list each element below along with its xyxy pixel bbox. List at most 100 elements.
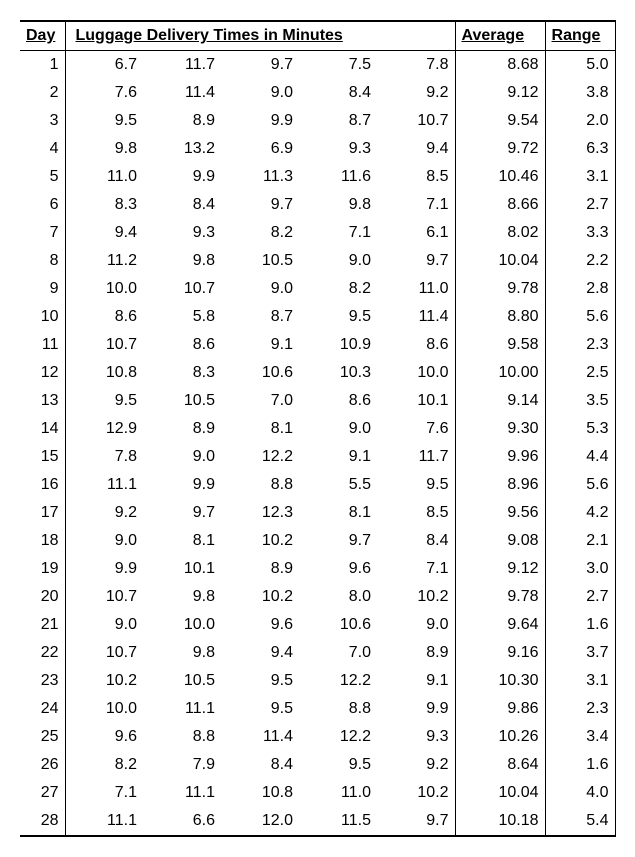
cell-time: 10.8 bbox=[221, 779, 299, 807]
cell-time: 9.1 bbox=[377, 667, 455, 695]
cell-range: 4.4 bbox=[545, 443, 615, 471]
table-row: 139.510.57.08.610.19.143.5 bbox=[20, 387, 615, 415]
cell-day: 24 bbox=[20, 695, 65, 723]
cell-time: 8.9 bbox=[377, 639, 455, 667]
cell-time: 8.4 bbox=[299, 79, 377, 107]
cell-time: 11.1 bbox=[143, 779, 221, 807]
cell-average: 10.04 bbox=[455, 779, 545, 807]
cell-average: 8.66 bbox=[455, 191, 545, 219]
cell-time: 10.2 bbox=[65, 667, 143, 695]
cell-average: 10.30 bbox=[455, 667, 545, 695]
cell-time: 9.0 bbox=[221, 79, 299, 107]
table-row: 68.38.49.79.87.18.662.7 bbox=[20, 191, 615, 219]
cell-time: 9.5 bbox=[65, 387, 143, 415]
cell-time: 9.3 bbox=[143, 219, 221, 247]
cell-time: 8.2 bbox=[299, 275, 377, 303]
cell-time: 9.8 bbox=[299, 191, 377, 219]
cell-range: 2.3 bbox=[545, 695, 615, 723]
cell-average: 10.26 bbox=[455, 723, 545, 751]
cell-range: 5.0 bbox=[545, 51, 615, 80]
cell-time: 6.1 bbox=[377, 219, 455, 247]
cell-range: 2.7 bbox=[545, 583, 615, 611]
cell-time: 8.7 bbox=[221, 303, 299, 331]
table-row: 79.49.38.27.16.18.023.3 bbox=[20, 219, 615, 247]
cell-range: 4.0 bbox=[545, 779, 615, 807]
table-row: 1611.19.98.85.59.58.965.6 bbox=[20, 471, 615, 499]
cell-time: 5.5 bbox=[299, 471, 377, 499]
cell-average: 8.96 bbox=[455, 471, 545, 499]
header-times: Luggage Delivery Times in Minutes bbox=[65, 21, 455, 51]
cell-day: 17 bbox=[20, 499, 65, 527]
cell-range: 2.3 bbox=[545, 331, 615, 359]
cell-day: 23 bbox=[20, 667, 65, 695]
table-row: 1210.88.310.610.310.010.002.5 bbox=[20, 359, 615, 387]
cell-time: 10.7 bbox=[65, 583, 143, 611]
cell-range: 4.2 bbox=[545, 499, 615, 527]
cell-time: 11.4 bbox=[143, 79, 221, 107]
cell-time: 8.6 bbox=[65, 303, 143, 331]
cell-average: 8.68 bbox=[455, 51, 545, 80]
cell-time: 9.1 bbox=[299, 443, 377, 471]
cell-range: 2.5 bbox=[545, 359, 615, 387]
cell-range: 2.7 bbox=[545, 191, 615, 219]
cell-day: 3 bbox=[20, 107, 65, 135]
cell-time: 10.1 bbox=[377, 387, 455, 415]
cell-time: 11.7 bbox=[377, 443, 455, 471]
table-row: 189.08.110.29.78.49.082.1 bbox=[20, 527, 615, 555]
cell-time: 8.8 bbox=[299, 695, 377, 723]
cell-range: 3.8 bbox=[545, 79, 615, 107]
cell-day: 2 bbox=[20, 79, 65, 107]
cell-time: 8.1 bbox=[221, 415, 299, 443]
cell-range: 3.3 bbox=[545, 219, 615, 247]
cell-time: 10.1 bbox=[143, 555, 221, 583]
table-row: 16.711.79.77.57.88.685.0 bbox=[20, 51, 615, 80]
cell-time: 9.0 bbox=[299, 415, 377, 443]
header-day: Day bbox=[20, 21, 65, 51]
cell-time: 9.7 bbox=[299, 527, 377, 555]
cell-day: 27 bbox=[20, 779, 65, 807]
cell-time: 10.7 bbox=[143, 275, 221, 303]
cell-average: 9.56 bbox=[455, 499, 545, 527]
cell-time: 10.5 bbox=[143, 667, 221, 695]
cell-average: 10.18 bbox=[455, 807, 545, 836]
cell-average: 9.86 bbox=[455, 695, 545, 723]
cell-time: 7.8 bbox=[377, 51, 455, 80]
table-row: 811.29.810.59.09.710.042.2 bbox=[20, 247, 615, 275]
cell-average: 9.12 bbox=[455, 555, 545, 583]
table-row: 1412.98.98.19.07.69.305.3 bbox=[20, 415, 615, 443]
cell-time: 8.9 bbox=[143, 107, 221, 135]
cell-time: 13.2 bbox=[143, 135, 221, 163]
cell-average: 9.78 bbox=[455, 275, 545, 303]
cell-time: 9.4 bbox=[377, 135, 455, 163]
cell-time: 7.0 bbox=[299, 639, 377, 667]
cell-time: 8.3 bbox=[143, 359, 221, 387]
cell-time: 11.0 bbox=[65, 163, 143, 191]
cell-average: 8.02 bbox=[455, 219, 545, 247]
cell-time: 8.9 bbox=[143, 415, 221, 443]
table-row: 108.65.88.79.511.48.805.6 bbox=[20, 303, 615, 331]
cell-day: 22 bbox=[20, 639, 65, 667]
table-row: 259.68.811.412.29.310.263.4 bbox=[20, 723, 615, 751]
cell-time: 9.5 bbox=[299, 303, 377, 331]
cell-average: 9.08 bbox=[455, 527, 545, 555]
cell-average: 9.78 bbox=[455, 583, 545, 611]
cell-time: 6.6 bbox=[143, 807, 221, 836]
cell-average: 9.72 bbox=[455, 135, 545, 163]
cell-time: 9.6 bbox=[221, 611, 299, 639]
cell-time: 11.0 bbox=[377, 275, 455, 303]
header-range: Range bbox=[545, 21, 615, 51]
cell-time: 8.7 bbox=[299, 107, 377, 135]
table-row: 1110.78.69.110.98.69.582.3 bbox=[20, 331, 615, 359]
cell-time: 9.5 bbox=[65, 107, 143, 135]
cell-time: 11.6 bbox=[299, 163, 377, 191]
cell-time: 8.1 bbox=[143, 527, 221, 555]
cell-time: 11.5 bbox=[299, 807, 377, 836]
cell-day: 8 bbox=[20, 247, 65, 275]
cell-time: 9.3 bbox=[299, 135, 377, 163]
cell-time: 9.4 bbox=[65, 219, 143, 247]
cell-time: 9.6 bbox=[65, 723, 143, 751]
cell-time: 11.1 bbox=[65, 807, 143, 836]
cell-time: 11.1 bbox=[143, 695, 221, 723]
cell-time: 9.9 bbox=[143, 163, 221, 191]
table-row: 511.09.911.311.68.510.463.1 bbox=[20, 163, 615, 191]
